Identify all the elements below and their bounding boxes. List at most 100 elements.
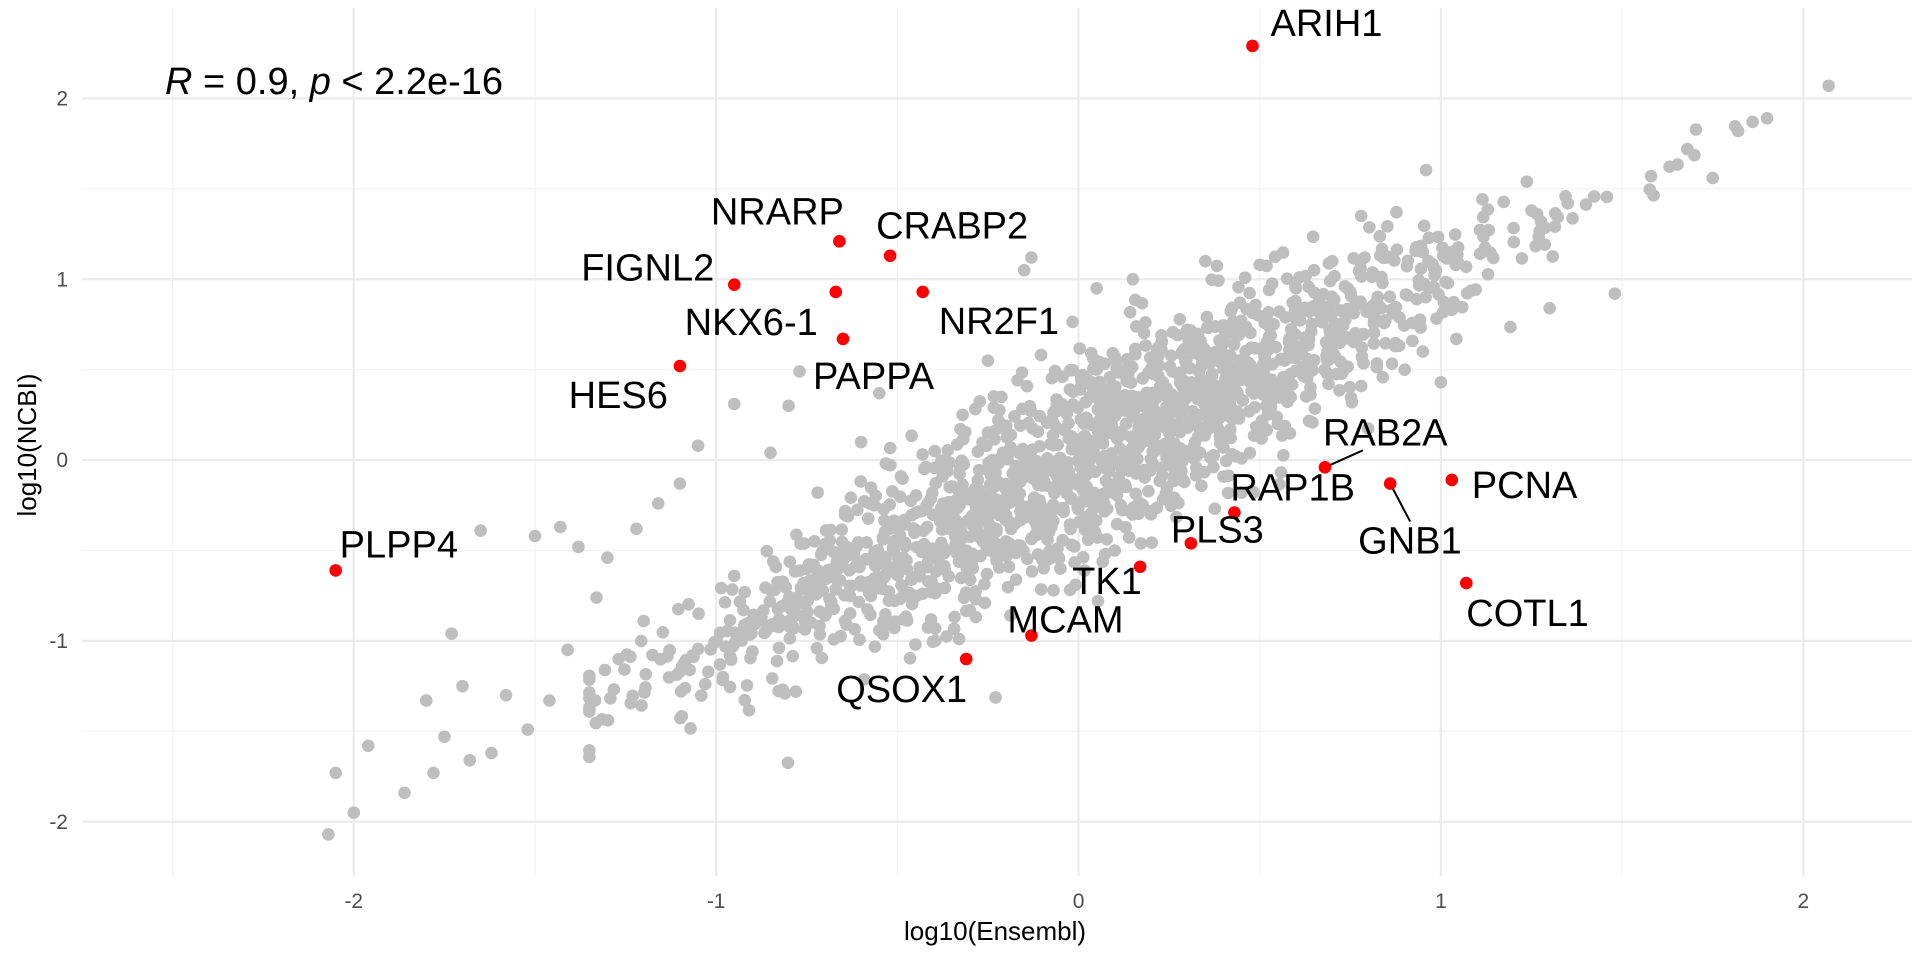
background-point	[521, 723, 535, 736]
background-point	[947, 622, 961, 636]
background-point	[999, 535, 1013, 548]
background-point	[463, 753, 477, 767]
background-point	[1347, 301, 1360, 314]
background-point	[1080, 480, 1093, 493]
background-point	[1543, 301, 1556, 315]
background-point	[1419, 163, 1433, 177]
background-point	[1401, 289, 1414, 302]
background-point	[935, 523, 949, 536]
background-point	[1202, 402, 1215, 416]
background-point	[1104, 422, 1118, 436]
background-point	[727, 569, 741, 583]
background-point	[554, 520, 567, 534]
background-point	[813, 605, 827, 618]
background-point	[1144, 464, 1157, 477]
background-point	[1263, 320, 1276, 334]
background-point	[1274, 466, 1288, 479]
background-point	[1145, 536, 1159, 550]
background-point	[1142, 484, 1155, 498]
background-point	[1315, 315, 1329, 329]
background-point	[843, 579, 857, 593]
background-point	[1288, 351, 1302, 365]
background-point	[1481, 268, 1495, 281]
qsox1-point	[959, 652, 973, 666]
background-point	[1416, 245, 1430, 259]
background-point	[1323, 274, 1337, 288]
background-point	[919, 460, 933, 474]
background-point	[894, 470, 908, 483]
background-point	[1412, 273, 1426, 287]
background-point	[1385, 357, 1399, 370]
background-point	[626, 689, 639, 703]
background-point	[1431, 230, 1445, 244]
background-point	[1354, 209, 1368, 223]
background-point	[765, 672, 779, 685]
rap1b-label: RAP1B	[1230, 468, 1355, 510]
background-point	[1361, 422, 1375, 435]
background-point	[995, 390, 1008, 404]
background-point	[883, 441, 897, 455]
background-point	[445, 627, 458, 640]
background-point	[737, 603, 750, 617]
background-point	[1017, 263, 1031, 277]
background-point	[1119, 520, 1132, 534]
background-point	[1356, 327, 1370, 341]
gnb1-connector	[1389, 483, 1412, 523]
background-point	[1220, 376, 1234, 389]
background-point	[1226, 319, 1239, 332]
background-point	[1015, 366, 1029, 379]
background-point	[999, 511, 1013, 525]
background-point	[1136, 498, 1149, 512]
background-point	[1014, 419, 1027, 432]
background-point	[966, 518, 979, 532]
background-point	[977, 503, 990, 517]
background-point	[1224, 411, 1238, 424]
background-point	[1367, 313, 1381, 327]
background-point	[779, 581, 793, 594]
background-point	[829, 583, 842, 596]
background-point	[963, 573, 977, 587]
background-point	[994, 421, 1008, 435]
background-point	[824, 599, 838, 612]
background-point	[1377, 316, 1391, 330]
background-point	[438, 730, 451, 744]
background-point	[543, 694, 556, 707]
background-point	[978, 577, 991, 591]
background-point	[958, 545, 972, 559]
background-point	[674, 711, 687, 725]
background-point	[1253, 258, 1267, 272]
background-point	[763, 595, 777, 608]
background-point	[1746, 115, 1759, 129]
background-point	[716, 673, 730, 687]
background-point	[937, 546, 951, 560]
background-point	[838, 504, 852, 518]
background-point	[783, 555, 797, 568]
background-point	[1082, 455, 1096, 468]
background-point	[1004, 609, 1017, 622]
background-point	[1086, 388, 1099, 401]
background-point	[781, 756, 795, 770]
background-point	[1271, 417, 1285, 431]
background-point	[809, 588, 823, 601]
background-point	[1103, 371, 1117, 384]
background-point	[1822, 79, 1835, 93]
background-point	[1056, 467, 1070, 481]
background-point	[1681, 142, 1694, 156]
background-point	[1096, 437, 1110, 450]
background-point	[725, 583, 739, 596]
background-point	[1035, 553, 1049, 566]
background-point	[1164, 499, 1178, 513]
nkx6-1-point	[829, 285, 843, 299]
background-point	[1200, 310, 1214, 324]
background-point	[993, 403, 1006, 417]
background-point	[1057, 505, 1070, 518]
background-point	[893, 490, 907, 503]
background-point	[1400, 259, 1414, 273]
background-point	[1504, 320, 1517, 334]
background-point	[1088, 465, 1102, 479]
background-point	[1113, 442, 1127, 455]
background-point	[834, 629, 847, 643]
background-point	[819, 524, 833, 537]
background-point	[1131, 390, 1144, 404]
